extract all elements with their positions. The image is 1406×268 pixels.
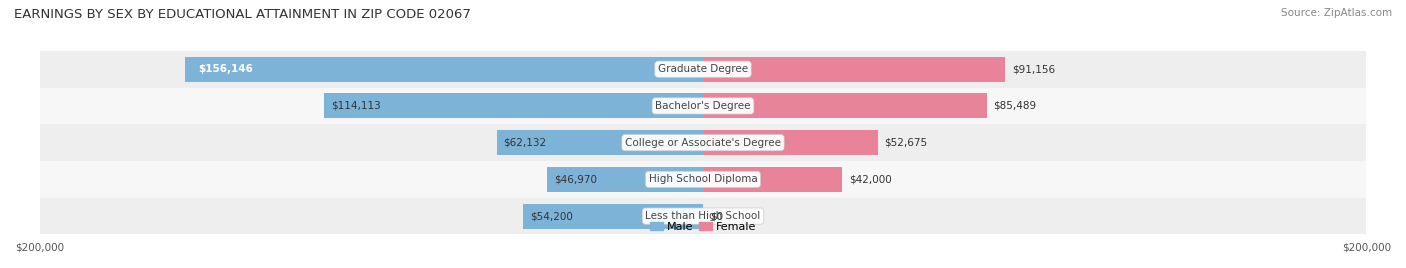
Bar	[703, 57, 1005, 82]
Text: $62,132: $62,132	[503, 138, 547, 148]
Text: $85,489: $85,489	[993, 101, 1036, 111]
Bar	[523, 204, 703, 229]
Text: $0: $0	[710, 211, 723, 221]
Bar	[703, 130, 877, 155]
Bar	[703, 94, 987, 118]
Text: $46,970: $46,970	[554, 174, 596, 184]
Text: $114,113: $114,113	[330, 101, 381, 111]
Text: Graduate Degree: Graduate Degree	[658, 64, 748, 74]
Text: $156,146: $156,146	[198, 64, 253, 74]
Legend: Male, Female: Male, Female	[645, 217, 761, 236]
Text: High School Diploma: High School Diploma	[648, 174, 758, 184]
Text: $52,675: $52,675	[884, 138, 928, 148]
Text: $91,156: $91,156	[1012, 64, 1054, 74]
Bar	[496, 130, 703, 155]
Bar	[39, 124, 1367, 161]
Text: College or Associate's Degree: College or Associate's Degree	[626, 138, 780, 148]
Text: $42,000: $42,000	[849, 174, 891, 184]
Bar	[186, 57, 703, 82]
Text: Less than High School: Less than High School	[645, 211, 761, 221]
Text: $54,200: $54,200	[530, 211, 572, 221]
Bar	[39, 88, 1367, 124]
Bar	[39, 161, 1367, 198]
Text: Bachelor's Degree: Bachelor's Degree	[655, 101, 751, 111]
Bar	[39, 198, 1367, 234]
Bar	[547, 167, 703, 192]
Bar	[703, 167, 842, 192]
Bar	[325, 94, 703, 118]
Text: EARNINGS BY SEX BY EDUCATIONAL ATTAINMENT IN ZIP CODE 02067: EARNINGS BY SEX BY EDUCATIONAL ATTAINMEN…	[14, 8, 471, 21]
Text: Source: ZipAtlas.com: Source: ZipAtlas.com	[1281, 8, 1392, 18]
Bar	[39, 51, 1367, 88]
